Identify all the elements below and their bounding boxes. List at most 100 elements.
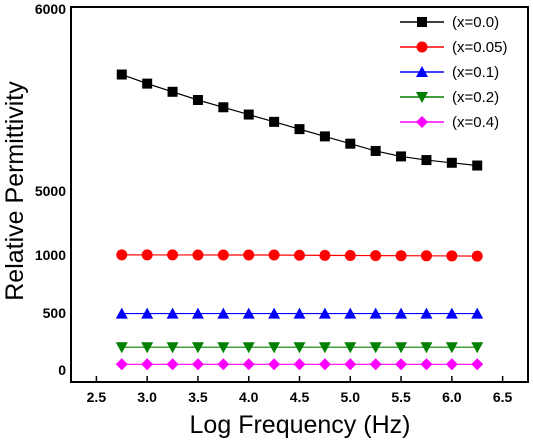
- y-tick-label: 1000: [35, 247, 66, 263]
- data-point: [370, 145, 381, 156]
- legend-marker: [416, 41, 428, 53]
- y-tick-label: 500: [43, 305, 67, 321]
- data-point: [395, 358, 408, 371]
- legend-label: (x=0.0): [452, 14, 499, 31]
- data-point: [142, 78, 153, 89]
- data-point: [269, 116, 280, 127]
- legend-marker: [416, 116, 428, 128]
- data-point: [116, 69, 127, 80]
- data-point: [345, 138, 356, 149]
- data-point: [293, 307, 306, 319]
- data-point: [268, 307, 281, 319]
- legend-item: (x=0.1): [400, 64, 499, 81]
- x-tick-label: 4.0: [239, 389, 259, 405]
- x-tick-label: 5.0: [341, 389, 361, 405]
- data-point: [217, 307, 230, 319]
- data-point: [218, 102, 229, 113]
- data-point: [166, 342, 179, 354]
- data-point: [395, 342, 408, 354]
- data-point: [141, 249, 153, 261]
- data-point: [318, 358, 331, 371]
- series-3: [115, 342, 484, 354]
- data-point: [445, 307, 458, 319]
- data-point: [294, 124, 305, 135]
- data-point: [445, 342, 458, 354]
- data-point: [446, 250, 458, 262]
- data-point: [420, 307, 433, 319]
- legend-item: (x=0.2): [400, 89, 499, 106]
- data-point: [420, 358, 433, 371]
- data-point: [141, 307, 154, 319]
- data-point: [318, 342, 331, 354]
- data-point: [294, 249, 305, 261]
- data-point: [166, 358, 179, 371]
- y-tick-label: 0: [58, 362, 66, 378]
- data-point: [115, 358, 128, 371]
- legend: (x=0.0) (x=0.05) (x=0.1) (x=0.2) (x=0.4): [400, 14, 507, 131]
- data-point: [166, 307, 179, 319]
- x-axis-label: Log Frequency (Hz): [190, 411, 411, 439]
- data-point: [167, 249, 179, 261]
- legend-label: (x=0.1): [452, 64, 499, 81]
- data-point: [242, 342, 255, 354]
- x-tick-label: 5.5: [391, 389, 411, 405]
- data-point: [344, 342, 357, 354]
- data-point: [370, 250, 382, 262]
- legend-marker: [416, 92, 428, 103]
- data-point: [268, 342, 281, 354]
- series-layer: [115, 69, 484, 371]
- y-tick-label: 6000: [35, 1, 66, 17]
- y-axis-label: Relative Permittivity: [1, 81, 29, 301]
- legend-label: (x=0.05): [452, 39, 507, 56]
- data-point: [115, 342, 128, 354]
- data-point: [191, 358, 204, 371]
- legend-item: (x=0.4): [400, 114, 499, 131]
- data-point: [217, 249, 229, 261]
- data-point: [471, 358, 484, 371]
- data-point: [369, 342, 382, 354]
- data-point: [369, 307, 382, 319]
- data-point: [420, 342, 433, 354]
- data-point: [243, 249, 255, 261]
- x-axis-ticks: 2.5 3.0 3.5 4.0 4.5 5.0 5.5 6.0 6.5 0 500 1000 5000 6…: [35, 1, 513, 405]
- data-point: [115, 307, 128, 319]
- data-point: [191, 307, 204, 319]
- data-point: [472, 160, 483, 171]
- data-point: [141, 358, 154, 371]
- data-point: [217, 358, 230, 371]
- x-tick-label: 6.5: [493, 389, 513, 405]
- legend-label: (x=0.4): [452, 114, 499, 131]
- data-point: [344, 358, 357, 371]
- data-point: [369, 358, 382, 371]
- data-point: [243, 109, 254, 120]
- data-point: [319, 249, 331, 261]
- data-point: [191, 342, 204, 354]
- data-point: [242, 358, 255, 371]
- data-point: [471, 250, 483, 262]
- series-1: [116, 249, 483, 262]
- data-point: [395, 307, 408, 319]
- data-point: [446, 157, 457, 168]
- data-point: [217, 342, 230, 354]
- legend-marker: [417, 17, 427, 27]
- data-point: [319, 131, 330, 142]
- x-tick-label: 4.5: [290, 389, 310, 405]
- data-point: [395, 250, 407, 262]
- data-point: [318, 307, 331, 319]
- y-tick-label: 5000: [35, 183, 66, 199]
- data-point: [471, 307, 484, 319]
- series-0: [116, 69, 483, 171]
- x-tick-label: 2.5: [87, 389, 107, 405]
- data-point: [192, 249, 204, 261]
- data-point: [293, 358, 306, 371]
- data-point: [445, 358, 458, 371]
- data-point: [167, 86, 178, 97]
- data-point: [344, 307, 357, 319]
- data-point: [421, 155, 432, 166]
- series-2: [115, 307, 484, 319]
- data-point: [116, 249, 128, 261]
- data-point: [268, 358, 281, 371]
- legend-item: (x=0.0): [400, 14, 499, 31]
- series-4: [115, 358, 484, 371]
